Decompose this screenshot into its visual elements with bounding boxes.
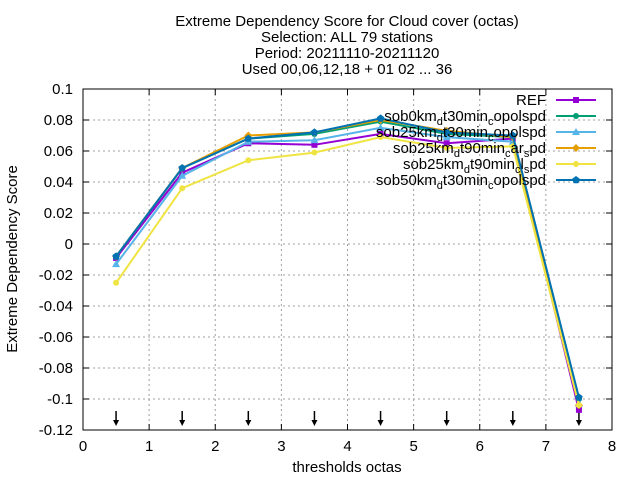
series-line: [115, 117, 580, 398]
data-point: [112, 252, 120, 260]
data-point: [178, 171, 187, 179]
series-5: [113, 134, 582, 409]
threshold-arrow: [179, 411, 186, 426]
legend: REFsob0kmdt30mincopolspdsob25kmdt30minco…: [376, 92, 596, 192]
legend-marker: [572, 176, 580, 184]
x-tick-label: 7: [542, 438, 550, 455]
plot-frame: [82, 88, 613, 431]
data-point: [179, 185, 186, 192]
data-point: [310, 136, 319, 144]
title-line-2: Selection: ALL 79 stations: [261, 29, 433, 46]
y-tick-label: -0.12: [39, 422, 73, 439]
y-tick-label: -0.02: [39, 267, 73, 284]
x-tick-label: 5: [409, 438, 417, 455]
legend-marker: [573, 161, 579, 167]
legend-label: sob50kmdt30mincopolspd: [376, 172, 546, 192]
y-tick-label: -0.08: [39, 360, 73, 377]
y-tick-label: 0.1: [52, 81, 73, 98]
title-line-3: Period: 20211110-20211120: [255, 45, 440, 62]
data-point: [575, 402, 582, 409]
x-tick-label: 8: [608, 438, 616, 455]
y-tick-label: -0.1: [47, 391, 73, 408]
y-tick-label: -0.06: [39, 329, 73, 346]
legend-item: sob25kmdt90mincarspd: [393, 140, 596, 160]
legend-item: sob50kmdt30mincopolspd: [376, 172, 596, 192]
y-tick-label: -0.04: [39, 298, 73, 315]
x-tick-label: 6: [476, 438, 484, 455]
data-point: [376, 114, 385, 122]
series-line: [115, 132, 580, 411]
data-point: [113, 279, 120, 286]
data-point: [442, 133, 451, 141]
legend-marker: [573, 113, 579, 119]
data-point: [377, 134, 384, 141]
data-point: [443, 144, 450, 151]
chart-title: Extreme Dependency Score for Cloud cover…: [175, 13, 518, 78]
threshold-arrow: [443, 411, 450, 426]
title-line-1: Extreme Dependency Score for Cloud cover…: [175, 13, 518, 30]
x-tick-label: 3: [277, 438, 285, 455]
series-3: [112, 123, 583, 407]
x-tick-label: 2: [211, 438, 219, 455]
legend-item: sob25kmdt30mincopolspd: [376, 124, 596, 144]
threshold-arrow: [377, 411, 384, 426]
x-axis-label: thresholds octas: [292, 459, 401, 476]
series-6: [112, 114, 583, 401]
legend-label: sob0kmdt30mincopolspd: [384, 108, 546, 128]
y-tick-label: 0: [65, 236, 73, 253]
data-point: [311, 149, 318, 156]
legend-label: sob25kmdt90mincarspd: [393, 140, 546, 160]
legend-label: sob25kmdt30mincopolspd: [376, 124, 546, 144]
data-point: [575, 406, 582, 413]
series-line: [115, 126, 580, 404]
series-line: [115, 136, 580, 406]
legend-item: sob25kmdt90minclspd: [403, 156, 596, 176]
data-point: [244, 134, 253, 142]
series-layer: [112, 114, 583, 413]
y-axis-label: Extreme Dependency Score: [4, 165, 21, 353]
data-point: [178, 164, 186, 172]
threshold-arrow: [509, 411, 516, 426]
axis-ticks: 0 1 2 3 4 5 6 7 8 0.1 0.08 0.06 0.04 0.02 0 -0.02 -0.04 -…: [39, 81, 616, 455]
y-tick-label: 0.08: [44, 112, 73, 129]
data-point: [575, 393, 583, 401]
legend-marker: [572, 128, 580, 135]
data-point: [442, 128, 451, 136]
legend-item: sob0kmdt30mincopolspd: [384, 108, 596, 128]
data-point: [376, 123, 385, 131]
data-point: [112, 260, 121, 268]
x-tick-label: 0: [79, 438, 87, 455]
legend-marker: [572, 144, 580, 152]
x-tick-label: 4: [343, 438, 351, 455]
data-point: [310, 128, 319, 136]
legend-label: REF: [516, 92, 546, 109]
threshold-arrows: [113, 411, 582, 426]
y-tick-label: 0.04: [44, 174, 73, 191]
title-line-4: Used 00,06,12,18 + 01 02 ... 36: [242, 61, 453, 78]
y-tick-label: 0.06: [44, 143, 73, 160]
legend-marker: [573, 97, 579, 103]
data-point: [311, 141, 318, 148]
x-tick-label: 1: [145, 438, 153, 455]
data-point: [245, 157, 252, 164]
y-tick-label: 0.02: [44, 205, 73, 222]
threshold-arrow: [245, 411, 252, 426]
legend-label: sob25kmdt90minclspd: [403, 156, 546, 176]
threshold-arrow: [575, 411, 582, 426]
threshold-arrow: [113, 411, 120, 426]
legend-item: REF: [516, 92, 596, 109]
data-point: [377, 130, 384, 137]
data-point: [443, 140, 450, 147]
data-point: [509, 131, 517, 139]
threshold-arrow: [311, 411, 318, 426]
